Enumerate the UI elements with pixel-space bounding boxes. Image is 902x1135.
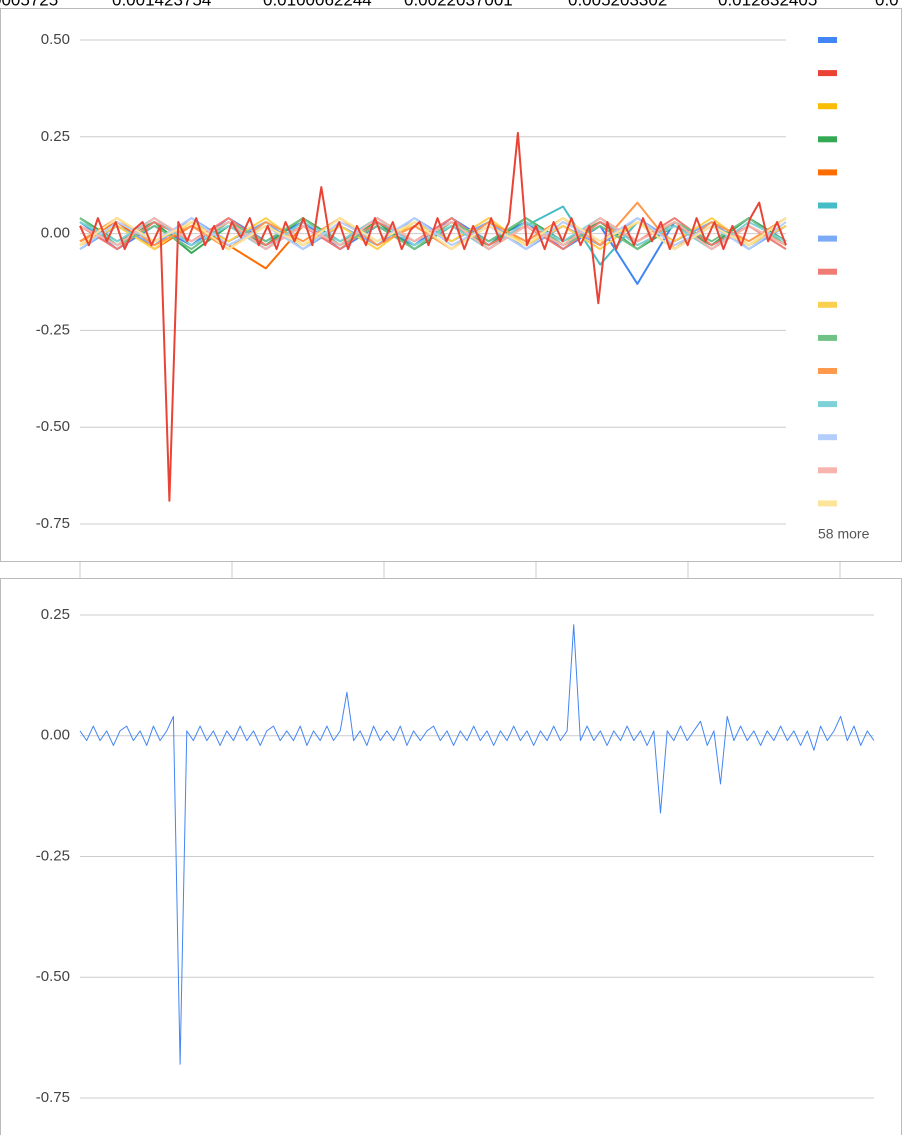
legend-swatch — [818, 103, 837, 110]
y-tick-label: -0.50 — [36, 968, 70, 985]
legend-swatch — [818, 434, 837, 441]
cell-text: 0005725 — [0, 0, 58, 9]
x-tick-marks — [79, 562, 841, 578]
legend-swatch — [818, 70, 837, 77]
cell-text: 0.0100062244 — [263, 0, 372, 9]
chart: 0.25 0.00 -0.25 -0.50 -0.75 — [36, 606, 875, 1106]
cell-text: 0.012832405 — [718, 0, 817, 9]
chart-card — [0, 8, 902, 562]
legend-swatch — [818, 202, 837, 209]
y-tick-label: -0.75 — [36, 1089, 70, 1106]
y-tick-label: 0.00 — [41, 225, 70, 242]
legend-swatch — [818, 136, 837, 143]
cell-text: 0.001423754 — [112, 0, 211, 9]
y-tick-label: 0.50 — [41, 31, 70, 48]
y-tick-label: 0.25 — [41, 128, 70, 145]
legend-swatch — [818, 401, 837, 408]
chart: 0.50 0.25 0.00 -0.25 -0.50 -0.75 58 more — [36, 31, 870, 542]
legend-swatch — [818, 169, 837, 176]
legend-swatch — [818, 368, 837, 374]
y-tick-label: -0.25 — [36, 321, 70, 338]
legend-swatch — [818, 37, 837, 43]
y-tick-label: -0.75 — [36, 515, 70, 532]
legend-swatch — [818, 268, 837, 275]
legend-swatch — [818, 235, 837, 242]
y-tick-label: -0.25 — [36, 847, 70, 864]
legend-swatch — [818, 500, 837, 507]
legend-swatch — [818, 467, 837, 474]
legend-swatch — [818, 334, 837, 341]
legend-swatch — [818, 301, 837, 308]
header-row: 0005725 0.001423754 0.0100062244 0.00220370… — [0, 0, 899, 9]
cell-text: 0.0 — [875, 0, 899, 9]
y-tick-label: 0.25 — [41, 606, 70, 623]
legend-more: 58 more — [818, 526, 870, 542]
y-tick-label: -0.50 — [36, 418, 70, 435]
cell-text: 0.005203302 — [568, 0, 667, 9]
y-tick-label: 0.00 — [41, 727, 70, 744]
series-line — [79, 624, 875, 1065]
cell-text: 0.0022037001 — [404, 0, 513, 9]
series-line — [79, 131, 787, 502]
